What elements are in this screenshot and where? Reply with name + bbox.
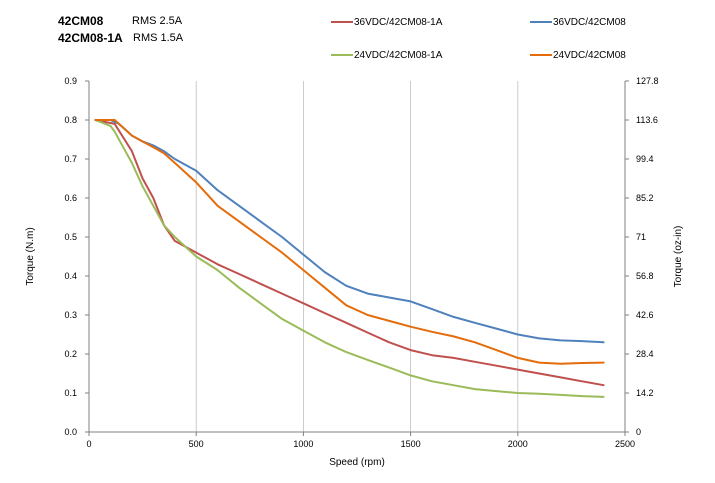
y2-tick-label: 56.8 (636, 271, 654, 281)
y-tick-label: 0.0 (64, 427, 77, 437)
y2-tick-label: 85.2 (636, 193, 654, 203)
x-tick-labels: 0 500 1000 1500 2000 2500 (86, 439, 635, 449)
y2-tick-label: 113.6 (636, 115, 658, 125)
y2-tick-label: 99.4 (636, 154, 654, 164)
legend-label: 24VDC/42CM08 (553, 50, 626, 61)
y2-tick-label: 0 (636, 427, 641, 437)
series-line (94, 119, 605, 365)
legend-label: 24VDC/42CM08-1A (354, 50, 443, 61)
grid-lines (195, 81, 519, 432)
series-line (94, 119, 605, 387)
x-tick-label: 0 (86, 439, 91, 449)
y2-tick-label: 42.6 (636, 310, 654, 320)
header-spec-1: RMS 2.5A (132, 15, 183, 27)
y-tick-label: 0.9 (64, 76, 77, 86)
x-axis-label: Speed (rpm) (329, 457, 385, 468)
y-tick-label: 0.2 (64, 349, 77, 359)
y-tick-label: 0.8 (64, 115, 77, 125)
legend-label: 36VDC/42CM08-1A (354, 17, 443, 28)
y2-tick-label: 28.4 (636, 349, 654, 359)
y-tick-label: 0.7 (64, 154, 77, 164)
y2-tick-label: 71 (636, 232, 646, 242)
y-tick-label: 0.5 (64, 232, 77, 242)
x-tick-label: 2000 (508, 439, 528, 449)
header-model-2: 42CM08-1A (58, 31, 123, 45)
y-tick-label: 0.4 (64, 271, 77, 281)
y2-tick-labels: 0 14.2 28.4 42.6 56.8 71 85.2 99.4 113.6 127.8 (636, 76, 659, 437)
y2-tick-label: 14.2 (636, 388, 654, 398)
y2-axis-label: Torque (oz-in) (673, 226, 684, 288)
y2-tick-label: 127.8 (636, 76, 659, 86)
header-model-1: 42CM08 (58, 14, 104, 28)
y-tick-label: 0.6 (64, 193, 77, 203)
series-line (94, 119, 605, 398)
legend-label: 36VDC/42CM08 (553, 17, 626, 28)
y-tick-labels: 0.0 0.1 0.2 0.3 0.4 0.5 0.6 0.7 0.8 0.9 (64, 76, 77, 437)
legend: 36VDC/42CM08-1A 36VDC/42CM08 24VDC/42CM08-… (331, 17, 626, 61)
x-tick-label: 1500 (401, 439, 421, 449)
x-tick-label: 500 (189, 439, 204, 449)
series-line (94, 119, 605, 344)
axes (85, 80, 629, 436)
y-tick-label: 0.1 (64, 388, 77, 398)
y-axis-label: Torque (N.m) (25, 227, 36, 285)
x-tick-label: 1000 (293, 439, 313, 449)
x-tick-label: 2500 (615, 439, 635, 449)
header-spec-2: RMS 1.5A (133, 32, 184, 44)
y-tick-label: 0.3 (64, 310, 77, 320)
series-lines (94, 119, 605, 398)
